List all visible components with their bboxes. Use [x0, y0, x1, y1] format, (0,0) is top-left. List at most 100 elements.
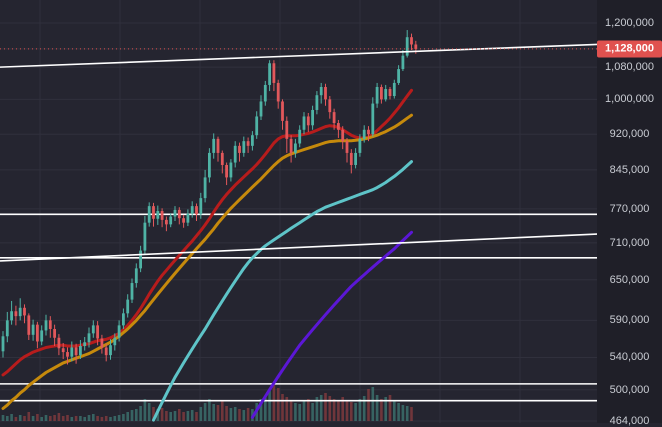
- candle-body: [169, 216, 173, 225]
- volume-bar: [165, 411, 168, 421]
- volume-bar: [49, 416, 52, 421]
- candle-body: [358, 138, 362, 153]
- volume-bar: [36, 414, 39, 421]
- volume-bar: [66, 415, 69, 421]
- candle-body: [109, 345, 112, 356]
- volume-bar: [83, 417, 86, 421]
- candle-body: [272, 63, 276, 83]
- candle-body: [83, 342, 87, 346]
- candle-body: [74, 347, 78, 356]
- volume-bar: [195, 412, 198, 421]
- volume-bar: [117, 415, 121, 421]
- volume-bar: [169, 412, 172, 421]
- candle-body: [122, 313, 125, 326]
- volume-bar: [113, 416, 117, 421]
- trend-line: [0, 233, 597, 262]
- volume-bar: [324, 393, 327, 421]
- volume-bar: [367, 389, 370, 421]
- volume-bar: [281, 394, 284, 421]
- candle-body: [324, 86, 327, 100]
- volume-bar: [92, 414, 95, 421]
- volume-bar: [319, 395, 323, 421]
- price-tick-label: 770,000: [609, 202, 650, 215]
- candle-body: [380, 86, 383, 100]
- candle-body: [233, 145, 237, 163]
- candle-body: [302, 116, 306, 130]
- candle-body: [263, 84, 267, 102]
- candle-body: [349, 152, 353, 165]
- candle-body: [328, 99, 332, 113]
- candle-body: [268, 63, 271, 85]
- volume-bar: [53, 415, 56, 421]
- candlesticks: [1, 30, 418, 365]
- candle-body: [113, 337, 117, 346]
- grid-lines: [0, 0, 597, 423]
- volume-bar: [358, 399, 362, 421]
- volume-bar: [375, 395, 379, 421]
- volume-bar: [186, 411, 190, 421]
- volume-bar: [307, 399, 310, 421]
- volume-bar: [44, 415, 48, 421]
- candle-body: [362, 129, 366, 139]
- volume-bar: [268, 391, 271, 421]
- volume-bar: [126, 412, 129, 421]
- volume-bar: [238, 409, 241, 421]
- candle-body: [100, 338, 104, 348]
- price-tick-label: 540,000: [609, 351, 650, 364]
- candle-body: [251, 135, 254, 146]
- volume-bar: [354, 403, 357, 421]
- price-tick-label: 1,080,000: [605, 61, 654, 74]
- price-tick-label: 1,000,000: [605, 93, 654, 106]
- price-tick-label: 500,000: [609, 383, 650, 396]
- volume-bar: [264, 397, 267, 421]
- volume-bar: [410, 407, 413, 421]
- candle-body: [345, 141, 349, 153]
- candle-body: [130, 283, 134, 300]
- volume-bar: [315, 397, 319, 421]
- candle-body: [134, 268, 138, 284]
- candle-body: [156, 211, 160, 219]
- price-chart-canvas[interactable]: [0, 0, 597, 423]
- candle-body: [70, 347, 74, 357]
- trend-lines[interactable]: [0, 43, 597, 262]
- candle-body: [147, 206, 151, 223]
- candle-body: [306, 116, 310, 126]
- moving-averages: [1, 88, 413, 422]
- candle-body: [298, 129, 302, 144]
- candle-body: [397, 69, 400, 83]
- volume-bar: [401, 405, 405, 421]
- candle-body: [242, 141, 246, 153]
- candle-body: [66, 352, 69, 357]
- candle-body: [199, 198, 203, 215]
- candle-body: [337, 123, 340, 130]
- candle-body: [285, 120, 289, 139]
- volume-bar: [380, 399, 383, 421]
- price-axis[interactable]: 1,200,000 1,080,000 1,000,000 920,000 845,00…: [597, 0, 662, 427]
- volume-bar: [199, 407, 203, 421]
- candle-body: [225, 164, 228, 178]
- volume-bar: [221, 401, 224, 421]
- candle-body: [220, 152, 224, 165]
- candle-body: [104, 347, 108, 356]
- volume-bar: [350, 402, 353, 421]
- candle-body: [259, 101, 263, 117]
- volume-bar: [57, 413, 61, 421]
- candle-body: [91, 325, 95, 334]
- horizontal-levels[interactable]: [0, 213, 597, 402]
- candle-body: [31, 324, 35, 335]
- volume-bar: [397, 403, 400, 421]
- candle-body: [195, 206, 198, 215]
- candle-body: [27, 315, 31, 335]
- volume-bar: [341, 397, 344, 421]
- volume-bar: [156, 409, 160, 421]
- volume-bar: [229, 408, 233, 421]
- candle-body: [203, 177, 207, 199]
- volume-bar: [225, 406, 228, 421]
- price-tick-label: 464,000: [609, 415, 650, 427]
- candle-body: [414, 44, 418, 49]
- volume-bar: [289, 400, 293, 421]
- price-tick-label: 845,000: [609, 163, 650, 176]
- volume-bar: [23, 416, 26, 421]
- candle-body: [354, 152, 357, 165]
